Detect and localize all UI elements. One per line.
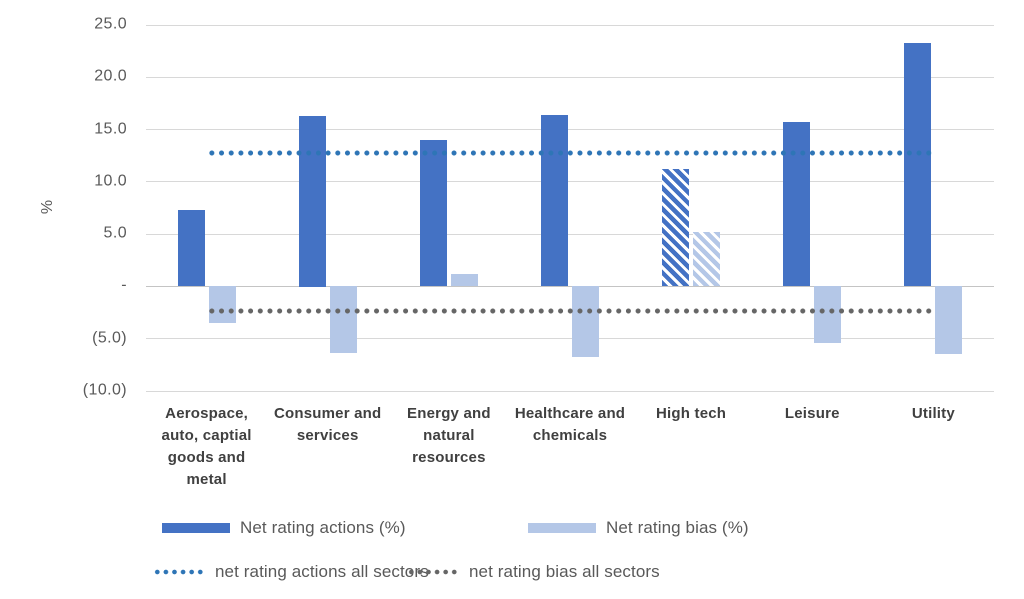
y-tick-label: 25.0: [94, 15, 127, 33]
gridline-(5.0): [146, 338, 994, 340]
y-tick-label: 20.0: [94, 67, 127, 85]
x-category-label: Consumer and services: [273, 405, 382, 444]
y-tick-label: (5.0): [92, 329, 127, 347]
x-category-label: Utility: [911, 405, 955, 422]
bar-net-rating-actions-3: [419, 140, 447, 287]
legend-item-net-rating-bias: Net rating bias (%): [528, 518, 749, 538]
bar-net-rating-bias-2: [329, 286, 357, 354]
y-tick-label: 15.0: [94, 120, 127, 138]
x-category-label: Energy and natural resources: [407, 405, 491, 466]
bar-net-rating-bias-1: [208, 286, 236, 323]
bar-net-rating-bias-6: [814, 286, 842, 343]
bar-net-rating-actions-2: [298, 116, 326, 287]
x-category-label: High tech: [656, 405, 727, 422]
y-tick-label: (10.0): [82, 381, 127, 399]
legend-label-actions-all-sectors: net rating actions all sectors: [215, 562, 429, 581]
legend-label-bias-all-sectors: net rating bias all sectors: [469, 562, 660, 581]
legend-item-actions-all-sectors: net rating actions all sectors: [153, 562, 429, 582]
gridline-25.0: [146, 24, 994, 26]
bar-net-rating-actions-7: [904, 42, 932, 287]
bar-net-rating-actions-1: [177, 210, 205, 287]
y-tick-label: -: [121, 277, 127, 295]
x-category-label: Aerospace, auto, captial goods and metal: [161, 405, 252, 488]
bar-net-rating-bias-5: [693, 232, 721, 287]
legend-swatch-actions-all-sectors-dotted-line: [153, 569, 205, 575]
y-tick-label: 10.0: [94, 172, 127, 190]
legend-label-net-rating-bias: Net rating bias (%): [606, 518, 749, 537]
legend-item-net-rating-actions: Net rating actions (%): [162, 518, 406, 538]
gridline-10.0: [146, 181, 994, 183]
reference-line-bias-all-sectors: [206, 307, 934, 314]
legend-swatch-net-rating-bias: [528, 523, 596, 533]
bar-net-rating-actions-4: [541, 114, 568, 287]
bar-net-rating-bias-4: [572, 286, 599, 358]
bar-net-rating-actions-6: [783, 122, 811, 287]
gridline-15.0: [146, 129, 994, 131]
gridline--: [146, 285, 994, 287]
legend-swatch-bias-all-sectors-dotted-line: [407, 569, 459, 575]
bar-net-rating-bias-7: [935, 286, 963, 355]
reference-line-actions-all-sectors: [206, 149, 934, 156]
y-axis-title: %: [39, 199, 56, 215]
x-category-label: Healthcare and chemicals: [514, 405, 626, 444]
legend-swatch-net-rating-actions: [162, 523, 230, 533]
legend-item-bias-all-sectors: net rating bias all sectors: [407, 562, 660, 582]
gridline-20.0: [146, 76, 994, 78]
bar-net-rating-actions-5: [662, 169, 690, 287]
x-category-label: Leisure: [784, 405, 840, 422]
bar-net-rating-bias-3: [450, 273, 478, 287]
gridline-(10.0): [146, 390, 994, 392]
gridline-5.0: [146, 233, 994, 235]
y-tick-label: 5.0: [103, 224, 127, 242]
legend-label-net-rating-actions: Net rating actions (%): [240, 518, 406, 537]
